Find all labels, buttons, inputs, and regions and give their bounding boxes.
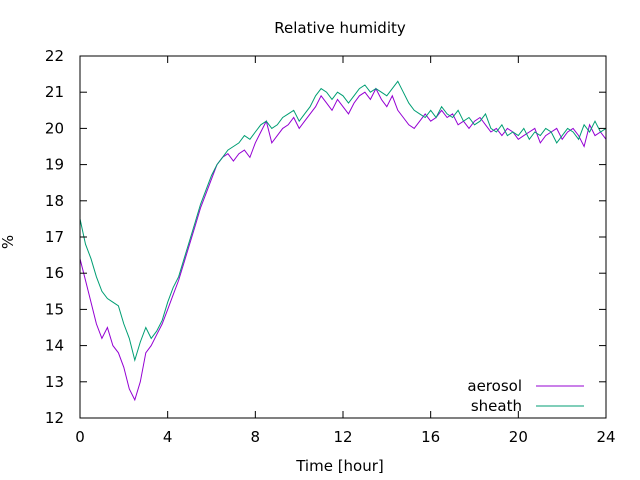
y-tick-label: 20: [45, 119, 64, 137]
chart-title: Relative humidity: [274, 19, 406, 37]
series-layer: [79, 80, 607, 402]
legend: aerosol sheath: [467, 377, 584, 415]
y-tick-label: 14: [45, 337, 64, 355]
series-line-aerosol: [79, 87, 607, 402]
y-axis-label: %: [0, 235, 17, 249]
y-tick-label: 18: [45, 192, 64, 210]
x-tick-label: 4: [163, 428, 173, 446]
y-tick-label: 13: [45, 373, 64, 391]
y-tick-label: 21: [45, 83, 64, 101]
y-tick-label: 12: [45, 409, 64, 427]
x-tick-label: 20: [509, 428, 528, 446]
legend-label-aerosol: aerosol: [467, 377, 522, 395]
x-tick-label: 24: [596, 428, 615, 446]
axes-layer: 0 4 8 12 16 20 24 12 13 14 15 16 17 18 19 20 21 22: [45, 47, 616, 446]
x-tick-label: 0: [75, 428, 85, 446]
y-tick-label: 15: [45, 300, 64, 318]
x-tick-label: 12: [333, 428, 352, 446]
y-tick-label: 17: [45, 228, 64, 246]
x-tick-label: 8: [251, 428, 261, 446]
legend-label-sheath: sheath: [471, 397, 522, 415]
plot-frame: [79, 55, 607, 419]
y-tick-label: 16: [45, 264, 64, 282]
x-tick-label: 16: [421, 428, 440, 446]
series-line-sheath: [79, 80, 607, 362]
x-axis-label: Time [hour]: [295, 457, 384, 475]
y-tick-label: 22: [45, 47, 64, 65]
y-tick-label: 19: [45, 156, 64, 174]
